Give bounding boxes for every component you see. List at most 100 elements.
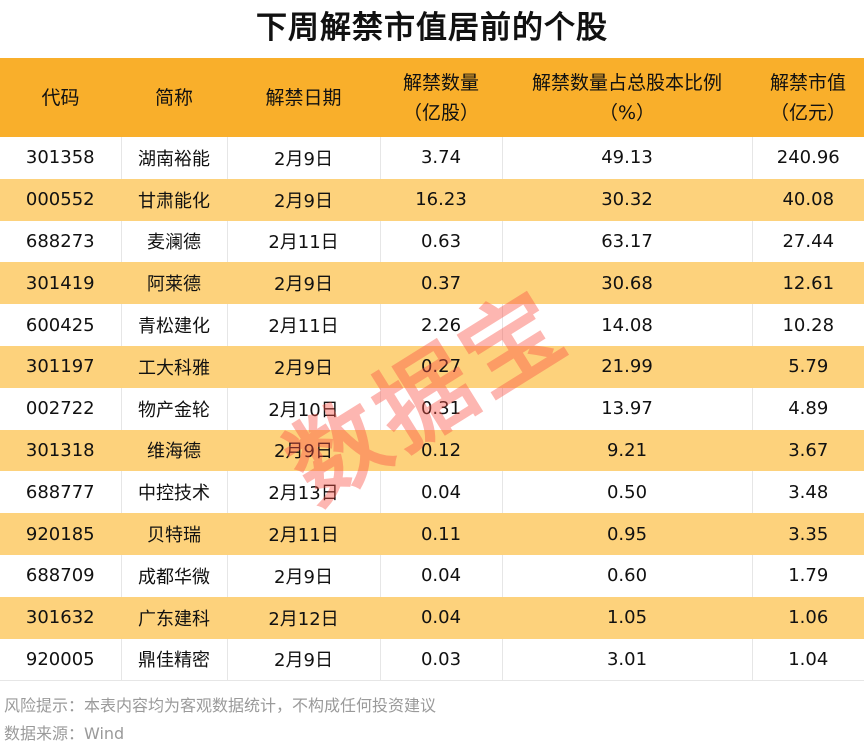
table-row: 301419 阿莱德 2月9日 0.37 30.68 12.61 [0,262,864,305]
column-header-line: 解禁数量占总股本比例 [531,71,722,94]
source-note: 数据来源：Wind [4,724,125,743]
table-row: 000552 甘肃能化 2月9日 16.23 30.32 40.08 [0,178,864,221]
table-row: 301318 维海德 2月9日 0.12 9.21 3.67 [0,429,864,472]
column-header-line: 代码 [41,86,80,109]
table-cell: 2月9日 [226,345,380,388]
table-cell: 40.08 [751,178,864,221]
table-cell: 1.05 [501,596,752,639]
table-cell: 3.48 [751,471,864,514]
table-cell: 2月9日 [226,429,380,472]
table-cell: 12.61 [751,262,864,305]
table-cell: 中控技术 [120,471,227,514]
table-cell: 湖南裕能 [120,137,227,179]
table-row: 688709 成都华微 2月9日 0.04 0.60 1.79 [0,554,864,597]
table-row: 600425 青松建化 2月11日 2.26 14.08 10.28 [0,304,864,346]
table-cell: 688777 [25,481,95,503]
table-header: 代码 简称 解禁日期 解禁数量 （亿股） 解禁数量占总股本比例 （%） 解禁市值 （亿元） [0,58,864,137]
table-row: 301358 湖南裕能 2月9日 3.74 49.13 240.96 [0,137,864,179]
table-row: 301197 工大科雅 2月9日 0.27 21.99 5.79 [0,345,864,388]
table-cell: 10.28 [751,304,864,346]
table-cell: 920185 [0,513,121,555]
table-cell: 2月9日 [226,638,380,682]
table-cell: 成都华微 [120,554,227,597]
page-title: 下周解禁市值居前的个股 [256,10,608,46]
table-cell: 0.60 [501,554,752,597]
table-cell: 0.95 [501,513,752,555]
table-cell: 9.21 [501,429,752,472]
column-header-line: （%） [598,101,656,124]
table-cell: 2月11日 [226,304,380,346]
risk-note: 风险提示：本表内容均为客观数据统计，不构成任何投资建议 [4,696,437,715]
table-cell: 2月9日 [226,262,380,305]
table-cell: 301318 [0,429,121,472]
unlock-table: 代码 简称 解禁日期 解禁数量 （亿股） 解禁数量占总股本比例 （%） 解禁市值 （亿元） 30… [0,58,864,682]
table-cell: 301358 [25,147,95,169]
table-cell: 鼎佳精密 [120,638,227,682]
table-cell: 3.01 [501,638,752,682]
table-cell: 301419 [0,262,121,305]
table-cell: 49.13 [501,137,752,179]
table-cell: 0.31 [379,387,502,430]
table-cell: 14.08 [501,304,752,346]
table-cell: 物产金轮 [120,387,227,430]
column-header-line: 解禁日期 [265,86,342,109]
table-cell: 0.04 [379,471,502,514]
table-cell: 3.67 [751,429,864,472]
table-cell: 工大科雅 [120,345,227,388]
table-cell: 0.11 [379,513,502,555]
table-cell: 2.26 [379,304,502,346]
table-cell: 2月9日 [226,137,380,179]
table-cell: 0.04 [379,596,502,639]
column-header-line: （亿股） [402,101,479,124]
table-cell: 63.17 [501,220,752,263]
table-cell: 0.63 [379,220,502,263]
table-cell: 240.96 [751,137,864,179]
table-row: 002722 物产金轮 2月10日 0.31 13.97 4.89 [0,387,864,430]
table-cell: 920005 [0,638,121,682]
table-cell: 0.04 [379,554,502,597]
table-cell: 贝特瑞 [120,513,227,555]
table-cell: 0.12 [379,429,502,472]
table-cell: 688709 [25,565,95,587]
column-header: 代码 [0,58,121,137]
table-cell: 1.79 [751,554,864,597]
table-cell: 2月11日 [226,513,380,555]
table-cell: 0.37 [379,262,502,305]
table-cell: 1.04 [751,638,864,682]
table-row: 920185 贝特瑞 2月11日 0.11 0.95 3.35 [0,513,864,555]
table-cell: 2月9日 [226,178,380,221]
column-header-line: （亿元） [769,101,846,124]
column-header: 简称 [121,58,227,137]
table-cell: 麦澜德 [120,220,227,263]
table-row: 301632 广东建科 2月12日 0.04 1.05 1.06 [0,596,864,639]
column-header: 解禁日期 [227,58,380,137]
table-cell: 13.97 [501,387,752,430]
table-cell: 0.50 [501,471,752,514]
table-cell: 5.79 [751,345,864,388]
table-cell: 27.44 [751,220,864,263]
column-header: 解禁数量占总股本比例 （%） [502,58,752,137]
table-cell: 2月10日 [226,387,380,430]
column-header: 解禁数量 （亿股） [380,58,502,137]
column-header: 解禁市值 （亿元） [752,58,864,137]
table-cell: 1.06 [751,596,864,639]
column-header-line: 解禁数量 [402,71,479,94]
table-cell: 30.32 [501,178,752,221]
table-row: 920005 鼎佳精密 2月9日 0.03 3.01 1.04 [0,638,864,682]
table-cell: 0.27 [379,345,502,388]
table-cell: 维海德 [120,429,227,472]
table-cell: 000552 [0,178,121,221]
table-cell: 0.03 [379,638,502,682]
column-header-line: 简称 [154,86,193,109]
table-cell: 甘肃能化 [120,178,227,221]
table-cell: 16.23 [379,178,502,221]
column-header-line: 解禁市值 [769,71,846,94]
table-cell: 30.68 [501,262,752,305]
table-cell: 2月11日 [226,220,380,263]
table-cell: 2月13日 [226,471,380,514]
table-cell: 301197 [0,345,121,388]
table-row: 688273 麦澜德 2月11日 0.63 63.17 27.44 [0,220,864,263]
table-cell: 2月9日 [226,554,380,597]
table-cell: 002722 [25,398,95,420]
table-cell: 688273 [25,230,95,252]
